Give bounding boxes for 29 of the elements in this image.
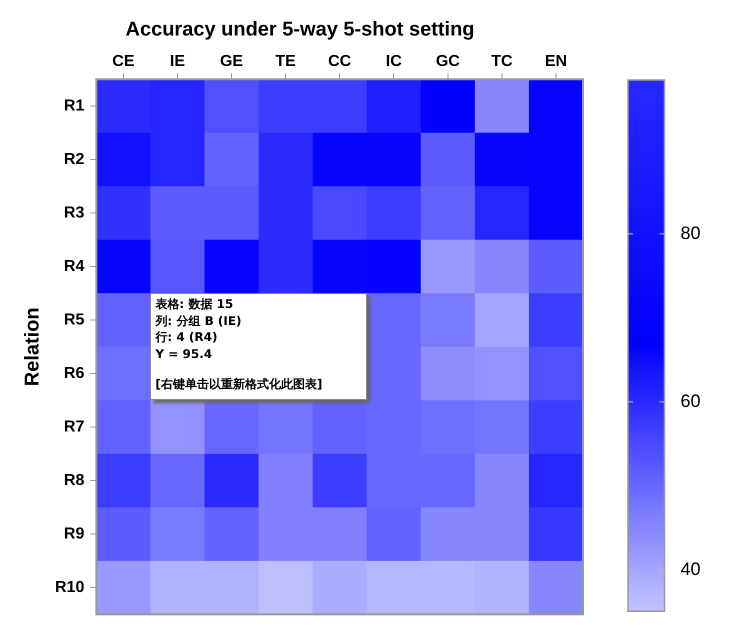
y-tick-label: R10 (54, 579, 84, 596)
y-tick-label: R3 (64, 204, 84, 222)
color-bar-label: 80 (680, 222, 701, 243)
y-tick-label: R7 (64, 418, 84, 436)
x-tick-label: GC (436, 53, 460, 70)
annotation: 表格: 数据 15 (155, 296, 234, 313)
y-tick-label: R4 (64, 258, 84, 275)
annotation: Y = 95.4 (155, 346, 214, 362)
y-tick-label: R8 (64, 472, 84, 490)
y-tick-label: R9 (64, 526, 84, 543)
color-bar-label: 60 (680, 390, 701, 411)
annotation: 列: 分组 B (IE) (155, 312, 243, 330)
x-tick-label: IC (386, 53, 402, 70)
annotation: 行: 4 (R4) (155, 329, 218, 346)
y-tick-label: R5 (64, 311, 84, 328)
x-tick-label: EN (544, 53, 568, 70)
y-tick-label: R1 (64, 97, 84, 114)
x-tick-label: IE (170, 53, 186, 70)
color-bar-label: 40 (680, 558, 701, 579)
y-axis-title: Relation (22, 307, 44, 386)
x-tick-label: CC (328, 53, 352, 70)
x-tick-label: GE (220, 53, 244, 70)
x-tick-label: TE (275, 53, 296, 70)
chart-title: Accuracy under 5-way 5-shot setting (126, 18, 474, 41)
x-tick-label: TC (491, 53, 513, 70)
y-tick-label: R2 (64, 150, 84, 168)
y-tick-label: R6 (64, 364, 84, 382)
x-tick-label: CE (112, 53, 135, 70)
annotation: [右键单击以重新格式化此图表] (155, 376, 324, 393)
